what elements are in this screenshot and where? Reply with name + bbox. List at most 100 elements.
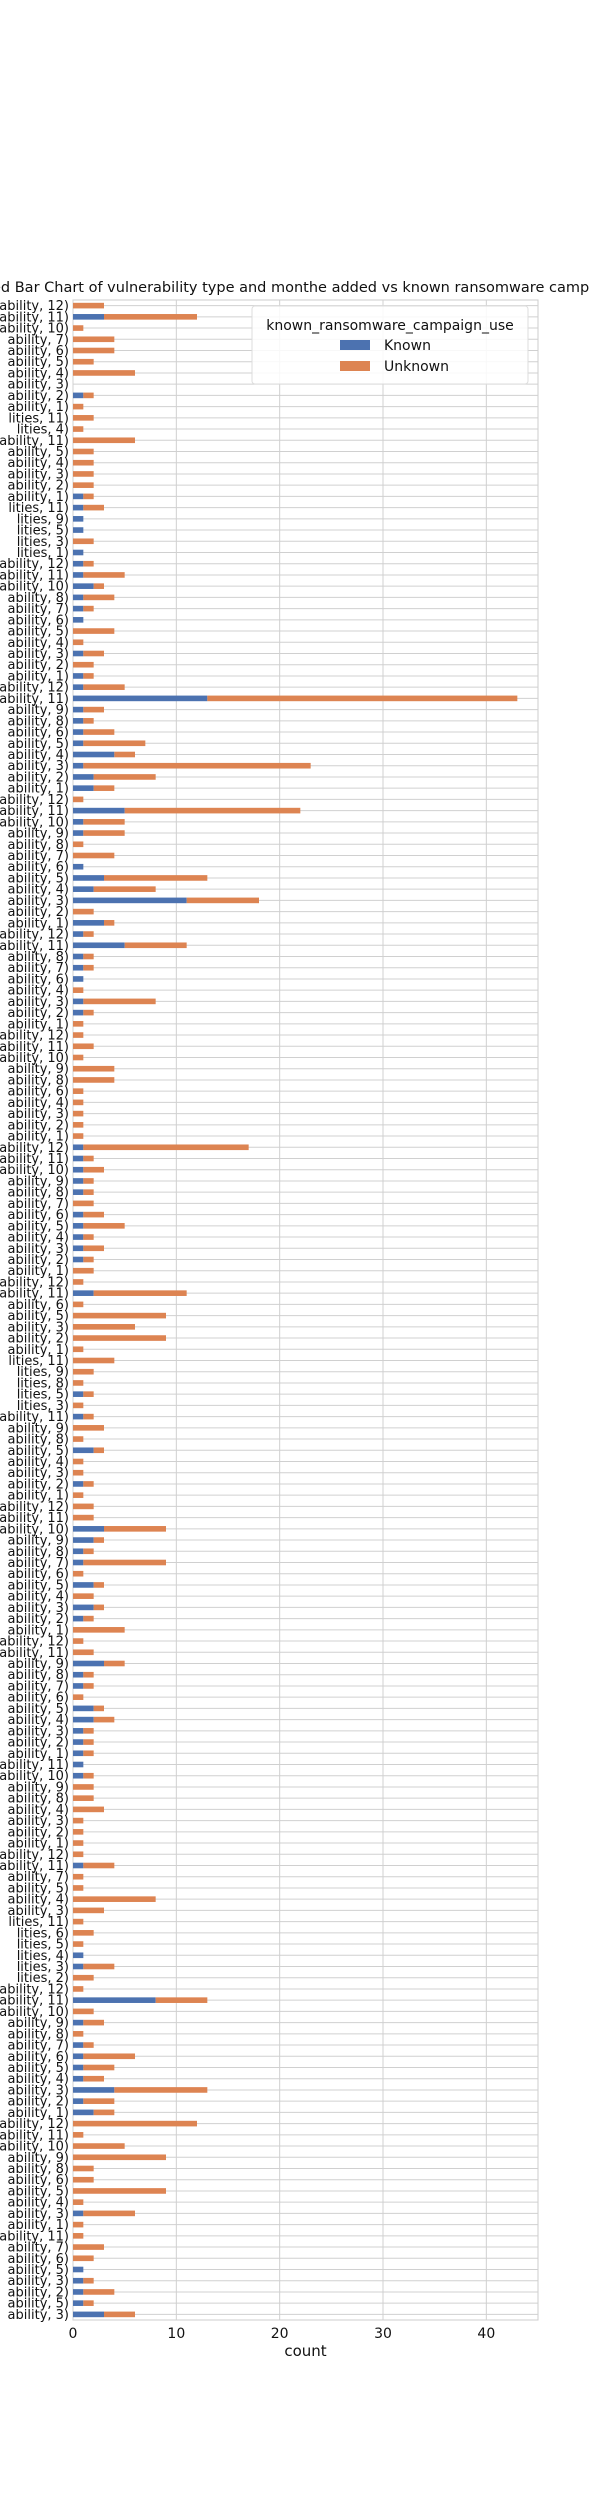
y-tick-label: ability, 4) [8,2196,69,2211]
bar-known [73,863,84,870]
bar-unknown [73,1829,84,1835]
bar-unknown [83,2277,94,2284]
bar-unknown [83,830,125,836]
bar-unknown [73,1649,94,1656]
y-tick-label: ability, 9) [8,2016,69,2031]
y-tick-label: ability, 8) [8,950,69,965]
y-tick-label: ability, 7) [8,1556,69,1571]
bar-unknown [73,1918,84,1925]
bar-unknown [83,740,146,747]
bar-known [73,1256,84,1263]
bar-unknown [73,2255,94,2262]
bar-known [73,1739,84,1745]
y-tick-label: ability, 5) [8,871,69,886]
bar-unknown [73,841,84,848]
bar-unknown [124,942,187,949]
y-tick-label: ability, 1) [8,1747,69,1762]
y-tick-label: ability, 5) [8,355,69,370]
y-tick-label: ability, 6) [8,1085,69,1100]
y-tick-label: ability, 3) [8,378,69,393]
bar-unknown [73,1110,84,1117]
y-tick-label: ability, 1) [8,1623,69,1638]
bar-known [73,942,125,949]
bar-unknown [73,1312,166,1319]
bar-known [73,2300,84,2306]
bar-unknown [73,2199,84,2205]
legend-entry-known: Known [384,338,431,354]
bar-known [73,1862,84,1869]
bar-known [73,875,104,881]
y-tick-label: ability, 7) [8,961,69,976]
y-tick-label: ability, 8) [8,2162,69,2177]
bar-unknown [83,1155,94,1162]
y-tick-label: ability, 7) [8,849,69,864]
y-tick-label: ability, 8) [8,591,69,606]
bar-unknown [93,1447,104,1454]
y-tick-label: ability, 11) [0,310,69,325]
bar-unknown [73,1638,84,1644]
y-tick-label: ability, 2) [8,1825,69,1840]
y-tick-label: ability, 12) [0,1141,69,1156]
bar-unknown [104,1526,166,1532]
bar-known [73,1582,94,1588]
bar-unknown [73,1593,94,1599]
bar-known [73,2289,84,2295]
bar-unknown [73,1514,94,1521]
bar-unknown [73,2176,94,2183]
bar-unknown [83,1189,94,1195]
y-tick-label: ability, 11) [0,1152,69,1167]
y-tick-label: ability, 5) [8,625,69,640]
bar-unknown [73,336,115,343]
y-tick-label: ability, 7) [8,2241,69,2256]
bar-unknown [73,403,84,410]
bar-unknown [73,1077,115,1083]
y-tick-label: ability, 9) [8,2151,69,2166]
bar-known [73,1671,84,1678]
y-tick-label: ability, 4) [8,1893,69,1908]
y-tick-label: ability, 11) [0,1511,69,1526]
bar-unknown [83,998,156,1005]
bar-unknown [73,1784,94,1790]
bar-known [73,1234,84,1240]
bar-known [73,2277,84,2284]
y-tick-label: ability, 3) [8,1814,69,1829]
bar-known [73,1963,84,1970]
y-tick-label: ability, 7) [8,2039,69,2054]
y-tick-label: ability, 11) [0,1040,69,1055]
bar-unknown [83,1391,94,1397]
bar-known [73,1155,84,1162]
bar-unknown [73,2244,104,2250]
y-tick-label: ability, 3) [8,2207,69,2222]
bar-unknown [73,459,94,466]
bar-known [73,1604,94,1611]
y-tick-label: lities, 5) [17,1938,69,1953]
bar-unknown [73,2154,166,2161]
y-tick-label: lities, 3) [17,535,69,550]
y-tick-label: ability, 12) [0,793,69,808]
bar-known [73,1178,84,1184]
bar-unknown [73,2188,166,2194]
bar-unknown [73,2132,84,2138]
y-tick-label: ability, 6) [8,1567,69,1582]
bar-unknown [73,426,84,432]
bar-unknown [93,1716,115,1723]
y-tick-label: ability, 1) [8,1837,69,1852]
bar-unknown [73,1279,84,1285]
bar-unknown [83,1671,94,1678]
y-tick-label: lities, 3) [17,1399,69,1414]
bar-unknown [73,2143,125,2149]
bar-known [73,1660,104,1667]
bar-unknown [73,1907,104,1914]
y-tick-label: ability, 12) [0,681,69,696]
bar-known [73,964,84,971]
y-tick-label: ability, 2) [8,1253,69,1268]
y-tick-label: ability, 6) [8,972,69,987]
y-tick-label: ability, 4) [8,2072,69,2087]
bar-unknown [73,1795,94,1801]
y-tick-label: ability, 11) [0,692,69,707]
bar-unknown [83,1211,104,1218]
y-tick-label: ability, 3) [8,2083,69,2098]
bar-unknown [83,1750,94,1757]
y-tick-label: ability, 10) [0,815,69,830]
bar-unknown [73,1817,84,1824]
